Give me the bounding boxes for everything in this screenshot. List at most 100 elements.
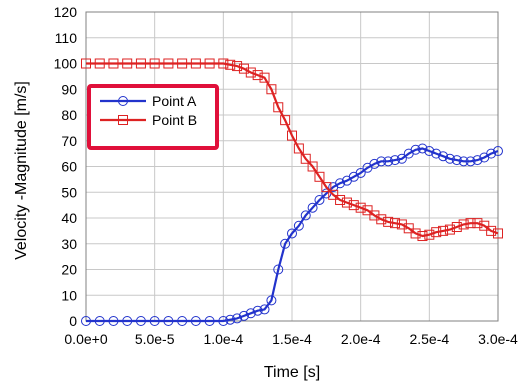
data-point: [135, 58, 146, 69]
data-point: [376, 156, 387, 167]
data-point: [465, 156, 476, 167]
data-point: [108, 316, 119, 326]
data-point: [410, 228, 421, 239]
data-point: [348, 200, 359, 211]
x-tick-label: 1.0e-4: [203, 331, 243, 347]
legend-entry: Point A: [100, 93, 197, 109]
data-point: [424, 229, 435, 240]
data-point: [307, 202, 318, 213]
y-tick-label: 60: [61, 159, 77, 175]
data-point: [273, 102, 284, 113]
data-point: [431, 227, 442, 238]
y-tick-label: 10: [61, 287, 77, 303]
data-point: [383, 216, 394, 227]
data-point: [108, 58, 119, 69]
data-point: [218, 316, 229, 326]
data-point: [444, 153, 455, 164]
data-point: [225, 314, 236, 325]
data-point: [493, 146, 503, 157]
data-point: [383, 156, 394, 167]
y-tick-label: 0: [69, 313, 77, 329]
data-point: [438, 151, 449, 162]
series-point-b: [81, 58, 503, 242]
series-point-a: [81, 143, 503, 326]
data-point: [493, 228, 503, 239]
legend-items: Point A Point B: [100, 93, 197, 128]
data-point: [190, 316, 201, 326]
data-point: [486, 225, 497, 236]
data-point: [479, 220, 490, 231]
data-point: [451, 155, 462, 166]
x-tick-label: 1.5e-4: [272, 331, 312, 347]
data-point: [149, 316, 160, 326]
plot-area-border: [85, 11, 499, 322]
legend-marker: [118, 96, 128, 106]
y-tick-label: 90: [61, 81, 77, 97]
data-point: [232, 313, 243, 324]
data-point: [149, 58, 160, 69]
x-axis-ticks: 0.0e+0 5.0e-5 1.0e-4 1.5e-4 2.0e-4 2.5e-4 3.0e…: [64, 331, 518, 347]
data-point: [122, 58, 133, 69]
data-point: [204, 58, 215, 69]
data-point: [300, 210, 311, 221]
y-tick-label: 70: [61, 133, 77, 149]
x-tick-label: 5.0e-5: [135, 331, 175, 347]
data-point: [81, 58, 91, 69]
data-point: [122, 316, 133, 326]
data-point: [417, 231, 428, 242]
data-point: [465, 218, 476, 229]
x-tick-label: 2.0e-4: [341, 331, 381, 347]
data-point: [259, 304, 270, 315]
data-point: [390, 155, 400, 166]
y-tick-label: 100: [54, 56, 78, 72]
legend-entry: Point B: [100, 112, 197, 128]
data-point: [472, 155, 483, 166]
data-point: [273, 264, 284, 275]
data-point: [225, 59, 236, 70]
data-point: [314, 171, 325, 182]
data-point: [300, 153, 311, 164]
data-point: [355, 202, 366, 213]
x-axis-title: Time [s]: [264, 364, 320, 381]
data-point: [135, 316, 146, 326]
y-tick-label: 40: [61, 210, 77, 226]
y-tick-label: 110: [55, 30, 78, 46]
y-axis-ticks: 0 10 20 30 40 50 60 70 80 90 100 110 120: [54, 4, 78, 329]
data-point: [451, 222, 462, 233]
data-point: [328, 189, 339, 200]
legend: Point A Point B: [87, 84, 219, 150]
gridlines: [85, 11, 499, 322]
data-point: [280, 238, 291, 249]
data-point: [287, 130, 297, 141]
data-point: [94, 316, 105, 326]
data-point: [410, 144, 421, 155]
data-point: [252, 70, 263, 81]
data-point: [369, 210, 380, 221]
data-point: [341, 197, 352, 208]
legend-marker: [118, 115, 128, 125]
y-tick-label: 20: [61, 262, 77, 278]
data-point: [314, 194, 325, 205]
data-point: [238, 63, 249, 74]
data-point: [177, 58, 188, 69]
series-layer: [81, 58, 503, 326]
y-tick-label: 50: [61, 184, 77, 200]
data-point: [417, 143, 428, 154]
data-point: [396, 153, 407, 164]
data-point: [218, 58, 229, 69]
data-point: [293, 220, 304, 231]
data-point: [245, 308, 256, 319]
data-point: [335, 178, 346, 189]
y-axis-title: Velocity -Magnitude [m/s]: [13, 81, 30, 260]
data-point: [390, 218, 400, 229]
legend-label: Point B: [152, 112, 197, 128]
data-point: [438, 225, 449, 236]
data-point: [245, 67, 256, 78]
data-point: [94, 58, 105, 69]
data-point: [238, 310, 249, 321]
data-point: [204, 316, 215, 326]
data-point: [486, 148, 497, 159]
data-point: [232, 61, 243, 72]
